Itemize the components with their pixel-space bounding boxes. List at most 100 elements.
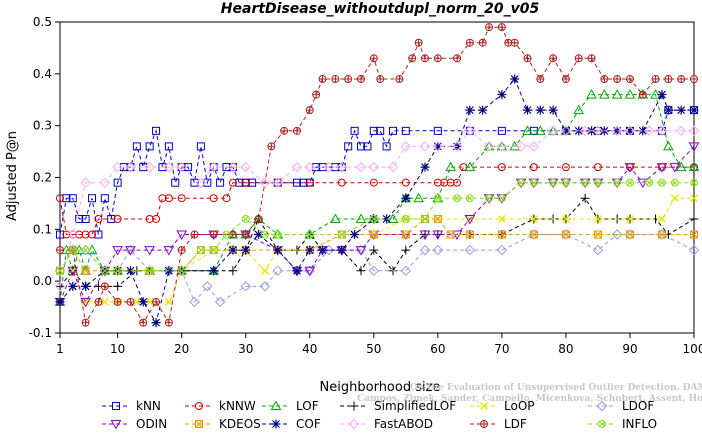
data-point-knnw [241, 178, 250, 187]
legend-item-lof: LOF [262, 399, 319, 413]
data-point-kdeos [497, 230, 506, 239]
data-point-knnw [228, 178, 237, 187]
data-point-inflo [56, 266, 64, 275]
data-point-ldf [254, 214, 263, 223]
data-point-inflo [433, 194, 442, 203]
data-point-ldf [177, 246, 186, 255]
data-point-knnw [497, 163, 506, 172]
legend-label: kNNW [219, 399, 256, 413]
data-point-ldf [280, 126, 289, 135]
series-kdeos [56, 214, 698, 275]
data-point-lof [534, 125, 546, 135]
data-point-knnw [56, 194, 64, 203]
data-point-cof [420, 162, 430, 172]
legend-label: ODIN [136, 417, 167, 431]
data-point-ldof [189, 296, 200, 308]
data-point-fastabod [611, 125, 623, 137]
data-point-lof [445, 161, 457, 172]
data-point-ldof [400, 265, 412, 277]
data-point-knnw [440, 178, 449, 187]
data-point-ldf [433, 54, 442, 63]
data-point-fastabod [675, 125, 687, 137]
data-point-kdeos [593, 230, 602, 239]
data-point-loop [657, 214, 666, 223]
data-point-lof [586, 89, 597, 99]
data-point-lof [675, 161, 687, 172]
data-point-odin [419, 230, 431, 241]
data-point-ldf [677, 75, 686, 84]
series-line-simplifiedlof [59, 197, 695, 287]
data-point-knnw [145, 214, 154, 223]
data-point-cof [241, 245, 251, 255]
data-point-inflo [453, 194, 462, 203]
x-tick-label: 70 [494, 342, 509, 356]
data-point-fastabod [451, 141, 463, 152]
data-point-fastabod [323, 161, 335, 173]
data-point-ldf [625, 75, 634, 84]
data-point-fastabod [579, 125, 591, 137]
data-point-inflo [465, 194, 474, 203]
data-point-ldf [113, 297, 122, 306]
data-point-inflo [517, 178, 526, 187]
x-tick-label: 50 [366, 342, 381, 356]
data-point-cof [510, 74, 520, 84]
x-tick-label: 1 [56, 342, 64, 356]
x-tick-label: 30 [238, 342, 253, 356]
legend-label: FastABOD [374, 417, 433, 431]
legend-marker [110, 420, 122, 430]
data-point-kdeos [657, 230, 666, 239]
data-point-inflo [369, 214, 378, 223]
data-point-knnw [75, 230, 84, 239]
data-point-knn [196, 142, 205, 151]
data-point-cof [209, 266, 219, 276]
data-point-cof [612, 126, 622, 136]
legend-marker [480, 420, 488, 428]
data-point-cof [401, 193, 411, 203]
data-point-fastabod [291, 161, 303, 173]
data-point-knn [190, 178, 199, 187]
data-point-lof [688, 161, 700, 172]
data-point-inflo [497, 194, 506, 203]
data-point-cof [292, 266, 302, 276]
data-point-knnw [369, 178, 378, 187]
data-point-knn [465, 126, 474, 135]
series-fastabod [54, 125, 700, 292]
data-point-ldf [690, 75, 698, 84]
data-point-inflo [625, 178, 634, 187]
data-point-knnw [164, 194, 173, 203]
data-point-ldf [664, 75, 673, 84]
data-point-cof [497, 90, 507, 100]
data-point-fastabod [355, 161, 367, 173]
data-point-cof [81, 281, 91, 291]
data-point-ldf [485, 23, 494, 32]
data-point-knn [222, 163, 231, 172]
series-line-kdeos [59, 218, 694, 272]
legend-item-fastabod: FastABOD [340, 417, 433, 431]
data-point-kdeos [625, 230, 634, 239]
y-tick-label: 0.2 [33, 171, 52, 185]
data-point-cof [350, 230, 360, 240]
data-point-knnw [222, 194, 231, 203]
data-point-fastabod [483, 141, 495, 152]
data-point-ldf [241, 230, 250, 239]
data-point-fastabod [272, 177, 283, 188]
data-point-odin [67, 266, 79, 277]
data-point-knnw [593, 163, 602, 172]
data-point-fastabod [125, 161, 136, 173]
data-point-ldf [414, 38, 423, 47]
data-point-ldof [240, 281, 251, 292]
data-point-fastabod [656, 125, 668, 137]
series-simplifiedlof [55, 193, 699, 291]
data-point-odin [144, 246, 156, 256]
data-point-knn [88, 194, 97, 203]
data-point-ldf [318, 75, 327, 84]
legend-label: kNN [136, 399, 161, 413]
data-point-cof [68, 281, 78, 291]
data-point-knn [94, 230, 103, 239]
data-point-fastabod [432, 141, 444, 152]
legend-marker [195, 402, 203, 410]
data-point-knn [369, 126, 378, 135]
data-point-inflo [196, 246, 205, 255]
data-point-knn [235, 178, 244, 187]
data-point-ldof [496, 244, 508, 256]
